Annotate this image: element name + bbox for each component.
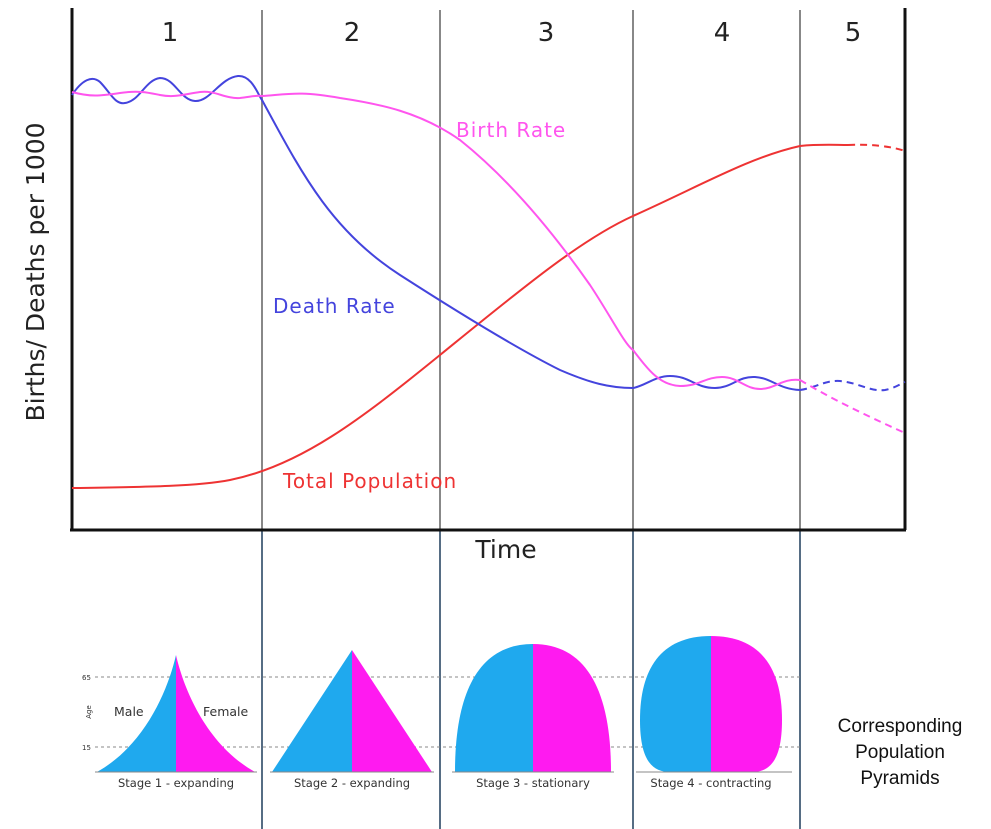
chart-frame — [70, 8, 907, 532]
pyramid-stage-1-male — [97, 655, 176, 772]
death-rate-projection — [799, 379, 906, 392]
total-population-projection — [847, 143, 906, 152]
total-population-label: Total Population — [282, 469, 457, 493]
stage-number-5: 5 — [845, 18, 862, 48]
age-tick-65: 65 — [82, 674, 91, 682]
population-pyramids: 65 15 Age Male Female — [82, 636, 800, 790]
side-note-line-1: Corresponding — [837, 716, 963, 737]
pyramid-stage-4-male — [640, 636, 711, 772]
caption-stage-3: Stage 3 - stationary — [476, 776, 590, 790]
side-note-line-3: Pyramids — [860, 768, 940, 789]
stage-number-3: 3 — [538, 18, 555, 48]
caption-stage-4: Stage 4 - contracting — [650, 776, 771, 790]
pyramid-stage-1-female — [176, 655, 255, 772]
pyramid-stage-2 — [272, 650, 432, 772]
pyramid-stage-4-female — [711, 636, 782, 772]
y-axis-title: Births/ Deaths per 1000 — [21, 122, 50, 421]
pyramids-side-note: Corresponding Population Pyramids — [815, 714, 985, 792]
pyramid-stage-3 — [455, 644, 611, 772]
pyramid-stage-4 — [640, 636, 782, 772]
death-rate-curve — [71, 74, 801, 391]
pyramid-stage-3-female — [533, 644, 611, 772]
birth-rate-projection — [799, 379, 906, 434]
male-label: Male — [114, 704, 144, 719]
pyramid-stage-2-female — [352, 650, 432, 772]
death-rate-label: Death Rate — [273, 294, 396, 318]
stage-number-4: 4 — [714, 18, 731, 48]
stage-number-1: 1 — [162, 18, 179, 48]
stage-dividers — [261, 10, 801, 530]
age-axis-label: Age — [85, 705, 93, 719]
total-population-curve — [71, 143, 849, 489]
pyramid-connectors — [261, 530, 801, 829]
age-tick-15: 15 — [82, 744, 91, 752]
caption-stage-2: Stage 2 - expanding — [294, 776, 410, 790]
x-axis-title: Time — [474, 535, 536, 564]
caption-stage-1: Stage 1 - expanding — [118, 776, 234, 790]
pyramid-stage-2-male — [272, 650, 352, 772]
pyramid-stage-1: Male Female — [97, 655, 255, 772]
birth-rate-label: Birth Rate — [456, 118, 566, 142]
female-label: Female — [203, 704, 249, 719]
stage-number-2: 2 — [344, 18, 361, 48]
birth-rate-curve — [71, 90, 801, 391]
pyramid-stage-3-male — [455, 644, 533, 772]
side-note-line-2: Population — [855, 742, 945, 763]
